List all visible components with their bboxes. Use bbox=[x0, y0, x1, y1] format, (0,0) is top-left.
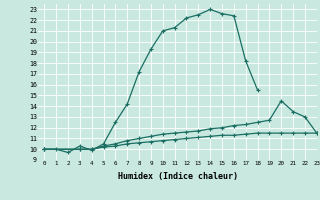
X-axis label: Humidex (Indice chaleur): Humidex (Indice chaleur) bbox=[118, 172, 238, 181]
